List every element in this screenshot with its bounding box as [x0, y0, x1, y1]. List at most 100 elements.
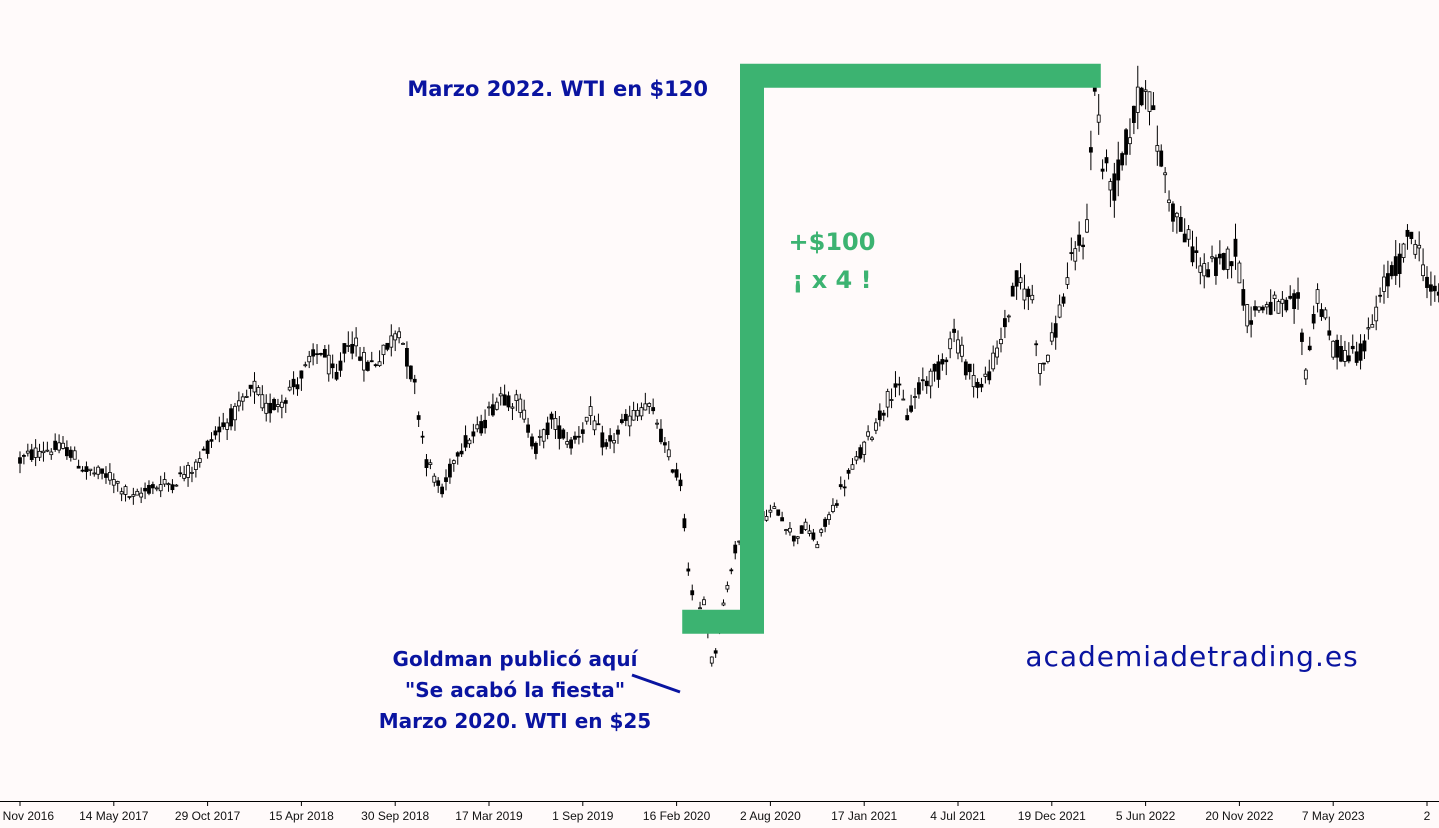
candle-body [901, 398, 906, 401]
candle-body [1186, 229, 1191, 240]
candle-body [1323, 309, 1328, 319]
candle-body [65, 447, 69, 457]
candle-body [315, 353, 319, 356]
candle-body [1315, 289, 1320, 304]
candle-body [22, 455, 26, 457]
candle-body [952, 328, 956, 333]
candle-body [1303, 369, 1308, 380]
candle-body [1167, 199, 1171, 203]
candle-body [295, 384, 300, 390]
candle-body [260, 394, 265, 409]
candle-body [1003, 318, 1007, 328]
candle-body [1081, 244, 1085, 248]
candle-body [221, 422, 226, 428]
candle-body [987, 371, 992, 381]
candle-body [1116, 159, 1121, 181]
candle-body [1296, 292, 1300, 299]
candle-body [502, 394, 507, 406]
candle-body [866, 431, 871, 437]
candle-body [831, 504, 835, 512]
candle-body [1421, 264, 1425, 277]
candle-body [1065, 277, 1070, 285]
annotation-march-2020: Goldman publicó aquí "Se acabó la fiesta"… [379, 647, 651, 733]
candle-body [510, 406, 515, 409]
candle-body [25, 450, 30, 454]
candle-body [1358, 343, 1363, 361]
candle-body [1100, 168, 1105, 172]
candle-body [1202, 263, 1207, 277]
candle-body [1042, 362, 1046, 365]
candle-body [827, 514, 831, 521]
candle-body [967, 363, 972, 373]
candle-body [162, 479, 167, 485]
candle-body [33, 447, 38, 458]
candle-body [573, 435, 577, 440]
candle-body [178, 472, 183, 475]
candle-body [1045, 354, 1050, 362]
candle-body [1147, 91, 1152, 112]
candle-body [1221, 253, 1226, 270]
candle-body [1432, 285, 1437, 292]
candle-body [1397, 253, 1402, 274]
candle-body [576, 435, 581, 438]
candle-body [1331, 340, 1336, 358]
candle-body [107, 472, 112, 481]
candle-body [475, 424, 480, 430]
candle-body [631, 410, 636, 421]
candle-body [440, 486, 445, 495]
candle-body [76, 465, 81, 469]
candle-body [334, 371, 339, 380]
candle-body [154, 487, 159, 490]
candle-body [682, 518, 687, 529]
candle-body [1131, 105, 1136, 123]
candle-body [635, 409, 640, 417]
candle-body [612, 440, 616, 444]
candle-body [287, 386, 292, 391]
annotation-gain: +$100 ¡ x 4 ! [789, 228, 876, 294]
candle-body [1038, 363, 1042, 374]
candle-body [45, 449, 50, 452]
candle-body [1241, 289, 1246, 306]
candle-body [619, 419, 624, 423]
candle-body [940, 359, 945, 365]
candle-body [377, 361, 382, 367]
candle-body [319, 353, 323, 355]
annotation-gain-line: +$100 [789, 228, 876, 256]
candle-body [928, 370, 933, 387]
candle-body [1319, 309, 1324, 317]
candle-body [1393, 256, 1398, 276]
candle-body [1386, 273, 1390, 287]
x-axis-ticks: 27 Nov 2016 14 May 2017 29 Oct 2017 15 Apr … [0, 801, 1431, 823]
candle-body [897, 383, 902, 386]
candle-body [244, 396, 249, 398]
candle-body [1006, 315, 1011, 318]
candle-body [436, 480, 441, 486]
candle-body [1112, 173, 1117, 201]
candle-body [72, 450, 77, 460]
x-tick-label: 4 Jul 2021 [930, 809, 986, 823]
candle-body [1260, 306, 1265, 311]
candle-body [1354, 351, 1359, 363]
candle-body [780, 517, 785, 522]
candle-body [588, 406, 593, 417]
candle-body [534, 442, 538, 454]
candle-body [1425, 276, 1429, 288]
candle-body [276, 404, 280, 407]
candle-body [764, 516, 769, 521]
candle-body [846, 469, 851, 474]
candle-body [283, 400, 288, 404]
candle-body [709, 656, 714, 664]
candle-body [213, 430, 218, 436]
candle-body [522, 409, 527, 420]
candle-body [1210, 256, 1214, 259]
candle-body [100, 468, 104, 474]
candle-body [1374, 306, 1379, 322]
candle-body [1139, 87, 1144, 106]
candle-body [506, 395, 511, 408]
candle-body [725, 585, 730, 590]
candle-body [623, 413, 628, 421]
candle-body [448, 463, 452, 478]
candle-body [225, 422, 230, 430]
candle-body [541, 429, 546, 442]
candle-body [1300, 332, 1304, 342]
